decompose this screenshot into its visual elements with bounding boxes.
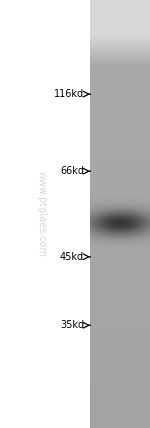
- Text: 66kd: 66kd: [60, 166, 84, 176]
- Text: 45kd: 45kd: [60, 252, 84, 262]
- Text: 116kd: 116kd: [54, 89, 84, 99]
- Text: www.ptglaes.com: www.ptglaes.com: [37, 171, 47, 257]
- Text: 35kd: 35kd: [60, 320, 84, 330]
